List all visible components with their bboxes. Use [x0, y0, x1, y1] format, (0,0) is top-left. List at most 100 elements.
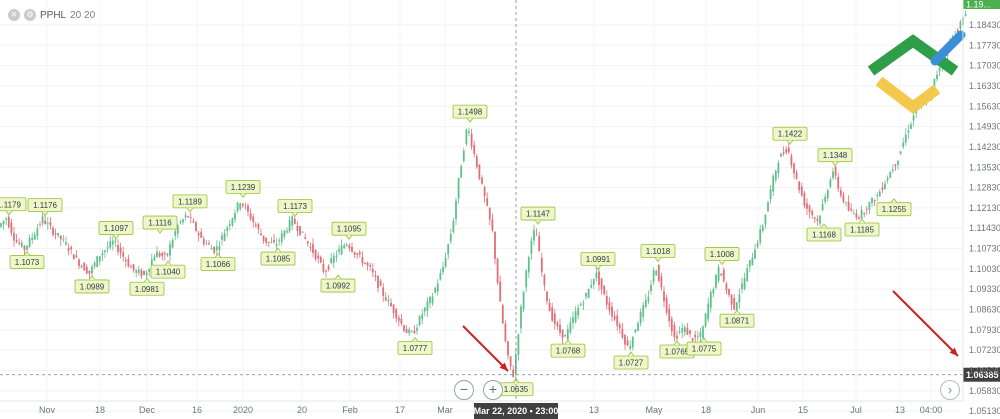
- candle-body: [20, 242, 23, 247]
- candle-body: [748, 260, 751, 267]
- price-label-pointer: [594, 265, 602, 271]
- candle-body: [356, 253, 359, 255]
- price-label-pointer: [733, 309, 741, 315]
- candle-body: [691, 338, 694, 341]
- candle-body: [618, 324, 621, 329]
- price-tick: 1.13530: [969, 162, 1000, 172]
- price-label-text: 1.0727: [619, 359, 644, 368]
- candle-body: [44, 220, 47, 224]
- zoom-out-button[interactable]: −: [454, 380, 474, 400]
- candle-body: [23, 245, 26, 250]
- price-label: 1.1168: [806, 223, 842, 242]
- candle-body: [800, 186, 803, 196]
- candle-body: [299, 226, 301, 235]
- price-label-text: 1.0989: [80, 282, 105, 291]
- candle-body: [876, 195, 879, 196]
- current-price-tag: [963, 367, 1000, 382]
- price-label-text: 1.1073: [15, 258, 40, 267]
- candle-body: [631, 337, 634, 348]
- candle-body: [707, 303, 710, 320]
- price-axis[interactable]: 1.18430 1.17730 1.17030 1.16330 1.15630 1.149…: [962, 0, 1000, 416]
- price-label: 1.0989: [74, 275, 110, 294]
- candle-body: [548, 302, 551, 312]
- candle-body: [738, 294, 741, 303]
- price-label-text: 1.1255: [882, 205, 907, 214]
- price-tick: 1.06530: [969, 366, 1000, 376]
- candle-body: [639, 311, 642, 323]
- price-label-pointer: [239, 193, 247, 199]
- price-label: 1.1239: [225, 179, 261, 199]
- price-label-pointer: [112, 234, 120, 240]
- candle-body: [538, 235, 541, 252]
- candle-body: [447, 244, 450, 255]
- candle-body: [59, 235, 62, 240]
- time-tick: Jun: [751, 405, 766, 415]
- candle-body: [616, 315, 619, 326]
- candle-body: [585, 293, 587, 297]
- candle-body: [642, 305, 645, 317]
- price-tick: 1.12130: [969, 203, 1000, 213]
- candle-body: [371, 268, 374, 273]
- scroll-right-button[interactable]: ›: [940, 380, 960, 400]
- arrow-head: [949, 347, 958, 356]
- zoom-in-button[interactable]: +: [483, 380, 503, 400]
- candle-body: [751, 257, 754, 266]
- candle-body: [106, 247, 109, 249]
- candle-body: [434, 288, 437, 293]
- candle-body: [910, 124, 912, 129]
- time-tick: May: [645, 405, 663, 415]
- candle-body: [423, 307, 426, 312]
- candle-body: [215, 246, 218, 251]
- candle-body: [720, 273, 723, 276]
- price-label-pointer: [291, 212, 299, 218]
- gear-icon[interactable]: ⚙: [24, 9, 36, 21]
- candle-body: [189, 217, 192, 218]
- candle-body: [634, 329, 637, 333]
- candle-body: [288, 220, 291, 232]
- price-label-pointer: [718, 260, 726, 266]
- candle-body: [956, 30, 959, 33]
- candle-body: [296, 225, 299, 231]
- candle-body: [257, 224, 260, 230]
- close-icon[interactable]: ✕: [8, 9, 20, 21]
- price-label-pointer: [564, 339, 572, 345]
- price-tick: 1.18430: [969, 20, 1000, 30]
- candle-body: [725, 283, 728, 291]
- candle-body: [595, 272, 598, 279]
- candle-body: [837, 176, 840, 189]
- price-label: 1.0768: [550, 339, 586, 358]
- candles: [0, 10, 967, 379]
- crosshair-time-text: Mar 22, 2020 • 23:00: [474, 406, 559, 416]
- time-tick: 2020: [233, 405, 253, 415]
- candle-body: [600, 278, 603, 290]
- candle-body: [369, 265, 372, 267]
- candle-body: [702, 326, 704, 338]
- candle-body: [410, 331, 413, 333]
- candle-body: [915, 110, 918, 114]
- price-label-pointer: [858, 218, 866, 224]
- candle-body: [475, 156, 478, 168]
- logo-accent: [930, 30, 966, 66]
- price-tick: 1.16330: [969, 81, 1000, 91]
- candle-body: [449, 233, 452, 242]
- candle-body: [397, 317, 400, 321]
- price-label-pointer: [786, 139, 794, 145]
- candle-body: [811, 211, 814, 216]
- candle-body: [96, 256, 99, 267]
- candle-body: [395, 309, 398, 319]
- candle-body: [743, 278, 746, 289]
- candle-body: [442, 267, 444, 273]
- candle-body: [140, 270, 143, 277]
- price-label-text: 1.1095: [337, 225, 362, 234]
- candle-body: [455, 200, 457, 220]
- time-axis[interactable]: Nov 18 Dec 16 2020 20 Feb 17 Mar 13 May 18 Jun 15 Jul 1…: [0, 400, 963, 415]
- candle-body: [457, 177, 460, 199]
- candle-body: [18, 242, 21, 244]
- crosshair-time-tag: [474, 403, 558, 419]
- annotation-arrow-right: [892, 290, 959, 357]
- candle-body: [530, 240, 533, 254]
- candle-body: [598, 271, 600, 286]
- candle-body: [730, 294, 733, 305]
- candle-body: [254, 224, 257, 227]
